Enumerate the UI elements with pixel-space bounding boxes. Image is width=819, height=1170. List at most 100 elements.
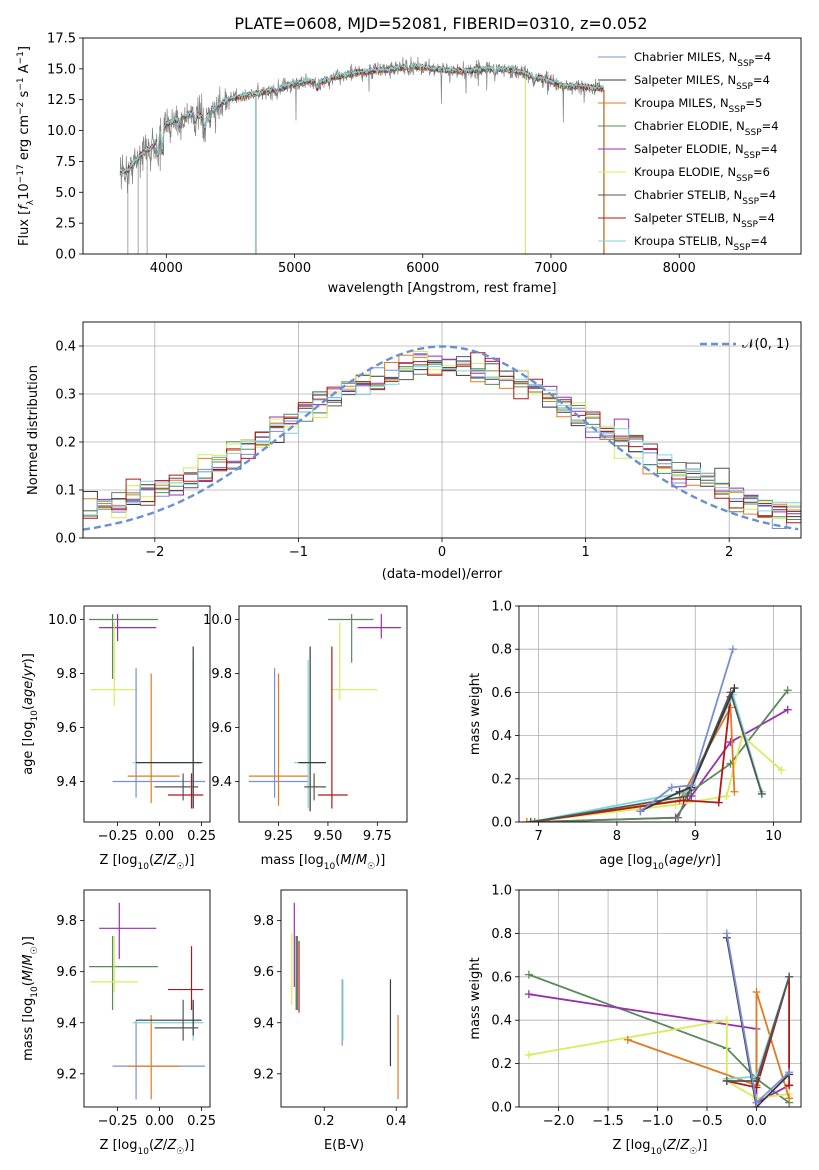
residuals-panel: −2 −1 0 1 2 0.0 0.1 0.2 0.3 0.4 (data-model)/error…: [26, 321, 802, 582]
y-tick-label: 1.0: [491, 600, 512, 615]
x-tick-label: 0.2: [314, 1114, 335, 1129]
axes-frame: [518, 889, 802, 1108]
x-tick-label: −0.25: [98, 1114, 138, 1129]
x-tick-label: −0.25: [98, 829, 138, 844]
weight-marker: [679, 796, 688, 805]
y-tick-label: 9.8: [56, 914, 77, 929]
weight-marker: [674, 813, 683, 822]
weight-marker: [722, 792, 731, 801]
x-tick-label: 10: [765, 829, 782, 844]
legend-entry: 𝒩(0, 1): [742, 337, 789, 352]
weight-marker: [524, 990, 533, 999]
weight-marker: [785, 1081, 794, 1090]
x-tick-label: 0.25: [187, 829, 216, 844]
y-axis-label: age [log10(age/yr)]: [21, 653, 40, 775]
plot-area: [248, 614, 402, 812]
x-tick-label: 8: [613, 829, 621, 844]
y-tick-label: 9.8: [253, 914, 274, 929]
weight-marker: [730, 787, 739, 796]
weight-marker: [752, 1076, 761, 1085]
x-tick-label: 0.00: [145, 829, 174, 844]
spectrum-model-line: [120, 62, 604, 174]
plot-area: [83, 345, 801, 538]
y-tick-label: 0.0: [491, 1101, 512, 1116]
y-tick-label: 0.0: [491, 816, 512, 831]
spectrum-model-line: [119, 61, 604, 176]
legend-entry: Chabrier ELODIE, NSSP=4: [634, 119, 779, 138]
weight-marker: [526, 818, 535, 822]
y-tick-label: 9.4: [56, 1016, 77, 1031]
y-axis-label: Normed distribution: [26, 365, 41, 495]
y-tick-label: 9.6: [56, 721, 77, 736]
axes-frame: [82, 37, 802, 255]
y-tick-label: 0.0: [55, 532, 76, 547]
y-tick-label: 10.0: [203, 613, 232, 628]
x-tick-label: −1: [289, 545, 308, 560]
legend-entry: Kroupa MILES, NSSP=5: [634, 96, 762, 115]
plot-area: [524, 929, 794, 1107]
weight-marker: [783, 686, 792, 695]
x-tick-label: 5000: [278, 261, 311, 276]
x-axis-label: Z [log10(Z/Z☉)]: [613, 1138, 708, 1157]
weight-marker: [687, 781, 696, 790]
x-tick-label: −0.5: [691, 1114, 723, 1129]
weight-marker: [714, 798, 723, 807]
x-tick-label: 7: [534, 829, 542, 844]
legend-entry: Salpeter MILES, NSSP=4: [634, 73, 770, 92]
weight-marker: [667, 783, 676, 792]
x-tick-label: 6000: [406, 261, 439, 276]
y-tick-label: 0.4: [55, 340, 76, 355]
weight-marker: [752, 1098, 761, 1107]
y-tick-label: 9.6: [211, 721, 232, 736]
legend-entry: Chabrier MILES, NSSP=4: [634, 50, 771, 69]
x-tick-label: 4000: [150, 261, 183, 276]
y-tick-label: 0.6: [491, 970, 512, 985]
weight-vs-Z-panel: −2.0 −1.5 −1.0 −0.5 0.0 0.0 0.2 0.4 0.6 0.8 1.0 Z […: [468, 884, 802, 1157]
grid: [519, 605, 801, 823]
legend: Chabrier MILES, NSSP=4 Salpeter MILES, NS…: [598, 50, 779, 253]
weight-marker: [777, 766, 786, 775]
x-axis-label: Z [log10(Z/Z☉)]: [100, 1138, 195, 1157]
weight-marker: [785, 972, 794, 981]
plot-area: [89, 614, 205, 809]
weight-marker: [730, 684, 739, 693]
weight-marker: [623, 1035, 632, 1044]
spectrum-model-line: [119, 63, 604, 175]
weight-marker: [752, 987, 761, 996]
y-tick-label: 7.5: [55, 155, 76, 170]
y-tick-label: 9.2: [56, 1067, 77, 1082]
weight-marker: [785, 1094, 794, 1103]
x-tick-label: −1.0: [642, 1114, 674, 1129]
y-tick-label: 9.4: [253, 1016, 274, 1031]
axes-frame: [82, 321, 802, 539]
y-tick-label: 0.6: [491, 686, 512, 701]
weight-line: [639, 648, 734, 812]
weight-line: [530, 696, 732, 822]
x-tick-label: 9: [691, 829, 699, 844]
y-tick-label: 0.2: [491, 772, 512, 787]
figure-title: PLATE=0608, MJD=52081, FIBERID=0310, z=0…: [234, 14, 647, 33]
axes-frame: [83, 889, 211, 1108]
x-tick-label: 0.00: [145, 1114, 174, 1129]
y-tick-label: 0.1: [55, 484, 76, 499]
x-tick-label: 2: [725, 545, 733, 560]
weight-marker: [785, 1068, 794, 1077]
axes-frame: [280, 889, 408, 1108]
y-tick-label: 0.8: [491, 643, 512, 658]
x-axis-label: wavelength [Angstrom, rest frame]: [328, 281, 557, 296]
y-tick-label: 9.8: [211, 667, 232, 682]
x-tick-label: 0: [438, 545, 446, 560]
x-axis-label: Z [log10(Z/Z☉)]: [100, 853, 195, 872]
y-tick-label: 0.8: [491, 927, 512, 942]
spectrum-model-line: [119, 62, 604, 174]
y-tick-label: 0.4: [491, 729, 512, 744]
weight-line: [726, 976, 790, 1089]
grid: [83, 322, 801, 539]
weight-marker: [636, 807, 645, 816]
y-tick-label: 9.2: [253, 1067, 274, 1082]
y-axis-label: Flux [fλ10−17 erg cm−2 s−1 A−1]: [16, 46, 36, 246]
legend: 𝒩(0, 1): [700, 337, 789, 352]
y-axis-label: mass weight: [468, 957, 483, 1039]
y-tick-label: 0.0: [55, 248, 76, 263]
y-tick-label: 1.0: [491, 884, 512, 899]
